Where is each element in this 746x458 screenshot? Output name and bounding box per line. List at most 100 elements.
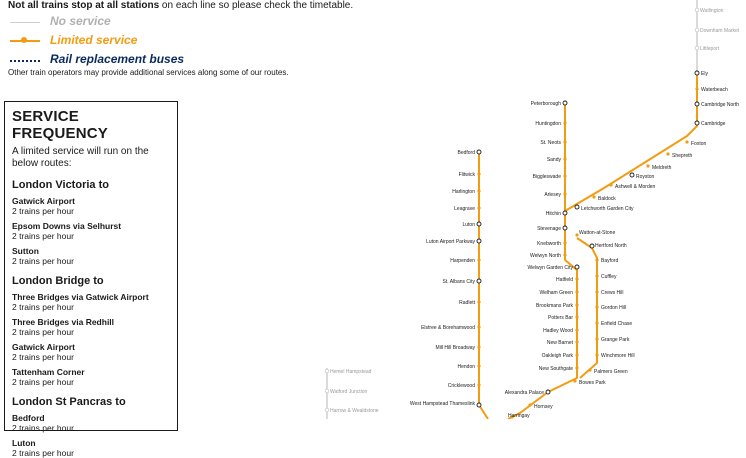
station-label: Gordon Hill — [601, 305, 626, 311]
station-label: Winchmore Hill — [601, 353, 635, 359]
station-marker — [545, 389, 551, 395]
route-frequency: 2 trains per hour — [12, 256, 74, 266]
station-label: Hatfield — [556, 277, 573, 283]
station-label: Ashwell & Morden — [615, 184, 656, 190]
station-label: Welwyn Garden City — [528, 265, 574, 271]
station-cambridge-north: Cambridge North — [694, 101, 739, 108]
station-marker — [609, 183, 613, 187]
station-marker — [510, 415, 514, 419]
station-harringay: Harringay — [508, 413, 530, 419]
station-marker — [575, 233, 579, 237]
station-marker — [562, 210, 568, 216]
station-label: Cambridge — [701, 121, 726, 127]
route-destination: Gatwick Airport — [12, 196, 75, 206]
station-marker — [477, 258, 481, 262]
station-marker — [575, 290, 579, 294]
route-destination: Sutton — [12, 246, 39, 256]
station-grange-park: Grange Park — [595, 337, 630, 343]
station-label: Baldock — [598, 196, 616, 202]
station-cricklewood: Cricklewood — [448, 383, 481, 389]
station-label: Sandy — [547, 157, 562, 163]
station-marker — [476, 402, 482, 408]
station-label: Leagrave — [454, 206, 475, 212]
station-label: Grange Park — [601, 337, 630, 343]
station-knebworth: Knebworth — [537, 241, 567, 247]
station-elstree: Elstree & Borehamwood — [421, 325, 481, 331]
station-label: Cuffley — [601, 274, 617, 280]
station-label: Harringay — [508, 413, 530, 419]
station-marker — [694, 120, 700, 126]
station-hendon: Hendon — [457, 364, 481, 370]
station-west-hampstead: West Hampstead Thameslink — [410, 401, 482, 408]
station-label: Bowes Park — [579, 380, 606, 386]
station-hitchin: Hitchin — [546, 210, 568, 217]
station-label: Radlett — [459, 300, 475, 306]
station-label: Royston — [636, 174, 655, 180]
station-label: Mill Hill Broadway — [436, 345, 476, 351]
route-destination: Three Bridges via Redhill — [12, 317, 115, 327]
station-welwyn-north: Welwyn North — [530, 253, 567, 259]
station-harpenden: Harpenden — [450, 258, 481, 264]
station-wellington: Watlington — [694, 7, 724, 14]
station-stevenage: Stevenage — [537, 225, 568, 232]
route-destination: Gatwick Airport — [12, 342, 75, 352]
station-marker — [575, 303, 579, 307]
station-huntingdon: Huntingdon — [535, 121, 567, 127]
station-marker — [575, 340, 579, 344]
station-meldreth: Meldreth — [646, 164, 672, 171]
station-marker — [595, 321, 599, 325]
station-alexandra-palace: Alexandra Palace — [505, 389, 551, 396]
map-lines — [326, 0, 698, 419]
station-marker — [575, 353, 579, 357]
station-label: Potters Bar — [548, 315, 573, 321]
station-label: St. Neots — [540, 140, 561, 146]
station-label: Cambridge North — [701, 102, 739, 108]
station-shepreth: Shepreth — [666, 152, 693, 159]
station-waterbeach: Waterbeach — [695, 87, 728, 93]
station-harlington: Harlington — [452, 189, 481, 195]
station-hemel: Hemel Hampstead — [324, 368, 372, 375]
station-marker — [694, 7, 700, 13]
station-marker — [563, 174, 567, 178]
station-label: Hitchin — [546, 211, 562, 217]
station-enfield-chase: Enfield Chase — [595, 321, 632, 327]
limited-service-label: Limited service — [50, 33, 138, 47]
station-label: Enfield Chase — [601, 321, 632, 327]
station-marker — [562, 100, 568, 106]
route-frequency: 2 trains per hour — [12, 206, 74, 216]
station-marker — [563, 140, 567, 144]
route-item: Luton 2 trains per hour — [12, 438, 170, 458]
route-origin: London Bridge to — [12, 275, 104, 287]
station-gordon-hill: Gordon Hill — [595, 305, 626, 311]
station-bedford: Bedford — [457, 149, 482, 156]
station-foxton: Foxton — [685, 140, 707, 147]
station-label: Bedford — [457, 150, 475, 156]
station-st-albans: St. Albans City — [442, 278, 482, 285]
station-welham-green: Welham Green — [539, 290, 579, 296]
station-luton: Luton — [462, 221, 482, 228]
route-frequency: 2 trains per hour — [12, 231, 74, 241]
station-label: Watlington — [700, 8, 724, 14]
station-label: Harrow & Wealdstone — [330, 408, 379, 414]
station-marker — [477, 383, 481, 387]
station-marker — [476, 278, 482, 284]
station-label: Watford Junction — [330, 389, 368, 395]
station-new-southgate: New Southgate — [539, 366, 579, 372]
route-origin: London St Pancras to — [12, 396, 126, 408]
station-arlesey: Arlesey — [544, 192, 567, 198]
station-royston: Royston — [629, 172, 655, 180]
station-marker — [324, 388, 330, 394]
station-crews-hill: Crews Hill — [595, 290, 624, 296]
route-destination: Tattenham Corner — [12, 367, 85, 377]
station-marker — [477, 364, 481, 368]
station-label: Luton — [462, 222, 475, 228]
station-label: Oakleigh Park — [542, 353, 574, 359]
station-marker — [694, 27, 700, 33]
station-marker — [476, 149, 482, 155]
other-operators-note: Other train operators may provide additi… — [8, 68, 289, 77]
station-biggleswade: Biggleswade — [533, 174, 567, 180]
limited-service-dot — [21, 37, 27, 43]
station-marker — [477, 189, 481, 193]
station-label: Welham Green — [539, 290, 573, 296]
station-label: Crews Hill — [601, 290, 624, 296]
